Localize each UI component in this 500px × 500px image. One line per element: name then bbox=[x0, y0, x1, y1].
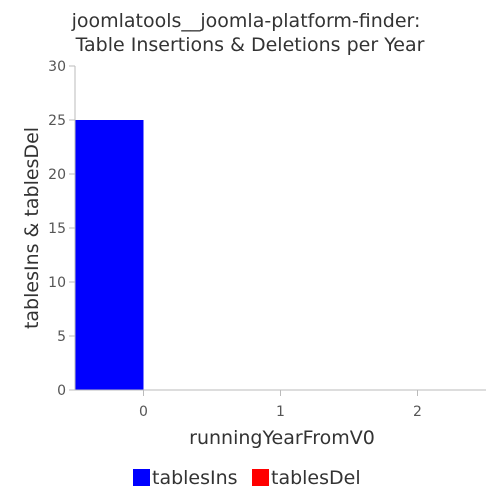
legend-label-tablesDel: tablesDel bbox=[271, 467, 361, 489]
x-axis-label: runningYearFromV0 bbox=[189, 427, 375, 449]
bars-group bbox=[75, 120, 144, 390]
x-tick-label: 1 bbox=[276, 404, 285, 420]
y-tick-label: 20 bbox=[48, 167, 66, 183]
legend-label-tablesIns: tablesIns bbox=[152, 467, 238, 489]
legend: tablesIns tablesDel bbox=[133, 467, 361, 489]
bar-tablesIns-0 bbox=[75, 120, 144, 390]
legend-swatch-tablesIns bbox=[133, 469, 150, 486]
x-axis-ticks: 0 1 2 bbox=[139, 390, 422, 420]
y-tick-label: 25 bbox=[48, 113, 66, 129]
x-tick-label: 0 bbox=[139, 404, 148, 420]
chart-title-line-1: joomlatools__joomla-platform-finder: bbox=[71, 10, 421, 32]
x-tick-label: 2 bbox=[413, 404, 422, 420]
y-axis-ticks: 0 5 10 15 20 25 30 bbox=[48, 59, 75, 399]
y-tick-label: 15 bbox=[48, 221, 66, 237]
y-tick-label: 5 bbox=[57, 329, 66, 345]
legend-swatch-tablesDel bbox=[252, 469, 269, 486]
chart-title-line-2: Table Insertions & Deletions per Year bbox=[75, 34, 425, 56]
y-axis-label: tablesIns & tablesDel bbox=[21, 127, 43, 329]
y-tick-label: 10 bbox=[48, 275, 66, 291]
y-tick-label: 30 bbox=[48, 59, 66, 75]
y-tick-label: 0 bbox=[57, 383, 66, 399]
